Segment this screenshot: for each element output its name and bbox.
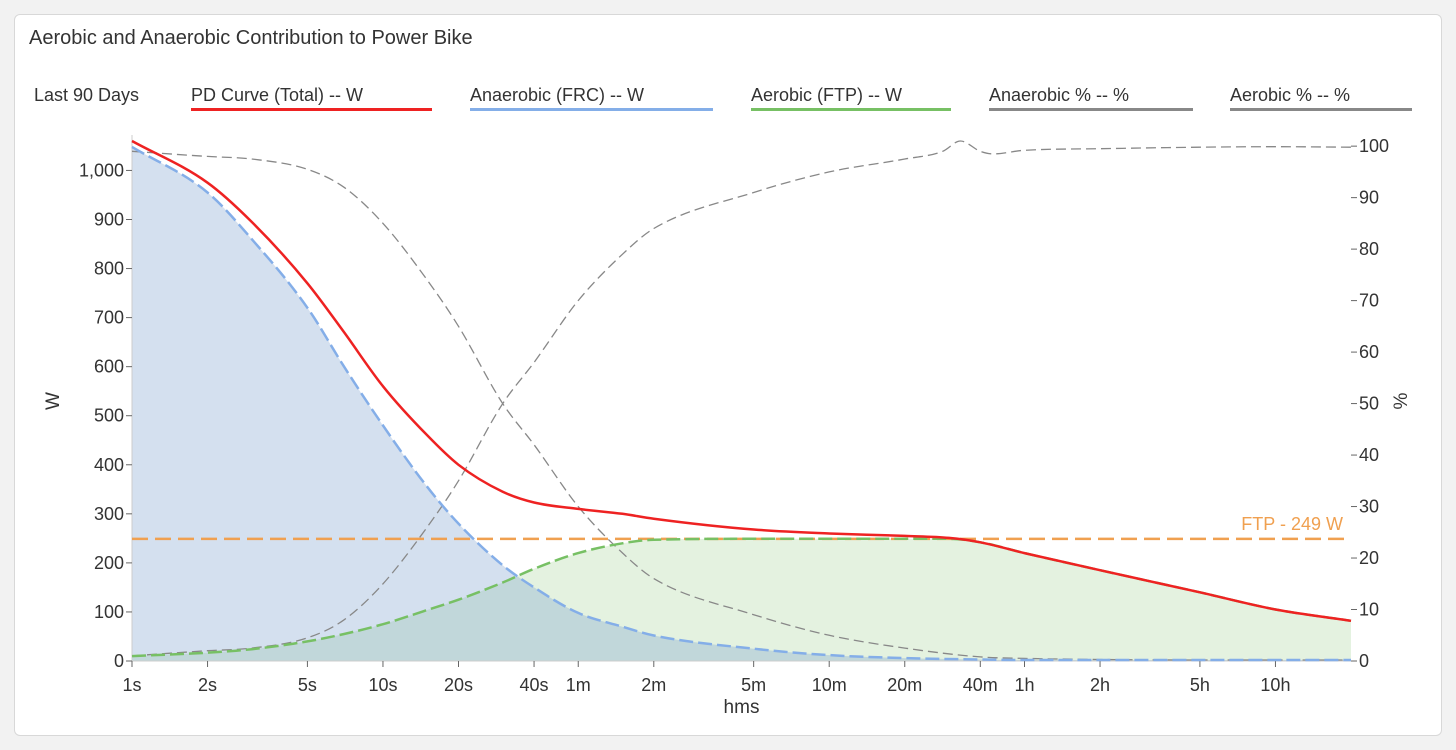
y2-tick-label: 20 bbox=[1359, 548, 1379, 568]
y-tick-label: 500 bbox=[94, 406, 124, 426]
y2-tick-label: 40 bbox=[1359, 445, 1379, 465]
y-tick-label: 400 bbox=[94, 455, 124, 475]
y2-axis-title: % bbox=[1391, 392, 1412, 409]
legend-swatch-aerobic-pct bbox=[1230, 108, 1412, 111]
y-tick-label: 0 bbox=[114, 651, 124, 671]
x-tick-label: 40s bbox=[520, 675, 549, 695]
x-tick-label: 10h bbox=[1260, 675, 1290, 695]
aerobic-area bbox=[132, 538, 1351, 661]
y-tick-label: 700 bbox=[94, 308, 124, 328]
x-axis-title: hms bbox=[724, 697, 760, 718]
y-tick-label: 1,000 bbox=[79, 160, 124, 180]
y-tick-label: 200 bbox=[94, 553, 124, 573]
y2-tick-label: 100 bbox=[1359, 136, 1389, 156]
x-tick-label: 5m bbox=[741, 675, 766, 695]
anaerobic-frc-line bbox=[131, 145, 1351, 662]
x-tick-label: 20m bbox=[887, 675, 922, 695]
date-range-label[interactable]: Last 90 Days bbox=[34, 85, 140, 105]
x-tick-label: 5h bbox=[1190, 675, 1210, 695]
legend-swatch-anaerobic bbox=[470, 108, 713, 111]
legend-swatch-pd-curve bbox=[191, 108, 432, 111]
power-contribution-chart[interactable]: 0 100 200 300 400 500 600 700 800 900 1,000 0 10 20 30… bbox=[15, 15, 1441, 735]
y2-tick-label: 70 bbox=[1359, 291, 1379, 311]
x-tick-label: 1s bbox=[122, 675, 141, 695]
chart-title: Aerobic and Anaerobic Contribution to Po… bbox=[29, 27, 473, 49]
ftp-label: FTP - 249 W bbox=[1241, 514, 1343, 534]
y-tick-label: 900 bbox=[94, 209, 124, 229]
pd-curve-line bbox=[131, 139, 1352, 623]
x-tick-label: 20s bbox=[444, 675, 473, 695]
x-tick-label: 10s bbox=[368, 675, 397, 695]
chart-panel: Aerobic and Anaerobic Contribution to Po… bbox=[14, 14, 1442, 736]
x-tick-label: 2s bbox=[198, 675, 217, 695]
x-tick-label: 2m bbox=[641, 675, 666, 695]
legend-label-aerobic: Aerobic (FTP) -- W bbox=[751, 85, 902, 105]
y-tick-label: 300 bbox=[94, 504, 124, 524]
x-tick-label: 1h bbox=[1014, 675, 1034, 695]
y2-tick-label: 0 bbox=[1359, 651, 1369, 671]
y-tick-label: 800 bbox=[94, 259, 124, 279]
x-tick-label: 10m bbox=[812, 675, 847, 695]
aerobic-pct-line bbox=[131, 140, 1352, 657]
legend-label-anaerobic: Anaerobic (FRC) -- W bbox=[470, 85, 645, 105]
anaerobic-pct-line bbox=[131, 150, 1351, 661]
legend-swatch-anaerobic-pct bbox=[989, 108, 1193, 111]
legend-label-anaerobic-pct: Anaerobic % -- % bbox=[989, 85, 1130, 105]
y2-tick-label: 50 bbox=[1359, 394, 1379, 414]
legend-item-anaerobic[interactable]: Anaerobic (FRC) -- W bbox=[470, 85, 713, 111]
y-tick-label: 600 bbox=[94, 357, 124, 377]
aerobic-ftp-line bbox=[131, 537, 1352, 658]
legend-item-aerobic-pct[interactable]: Aerobic % -- % bbox=[1230, 85, 1412, 111]
x-tick-label: 5s bbox=[298, 675, 317, 695]
legend-swatch-aerobic bbox=[751, 108, 951, 111]
legend-item-aerobic[interactable]: Aerobic (FTP) -- W bbox=[751, 85, 951, 111]
x-tick-label: 1m bbox=[566, 675, 591, 695]
y2-tick-label: 80 bbox=[1359, 239, 1379, 259]
y-axis-title: W bbox=[43, 392, 64, 410]
legend-item-pd-curve[interactable]: PD Curve (Total) -- W bbox=[191, 85, 432, 111]
y2-tick-label: 10 bbox=[1359, 600, 1379, 620]
y-tick-label: 100 bbox=[94, 602, 124, 622]
y2-tick-label: 90 bbox=[1359, 188, 1379, 208]
legend-item-anaerobic-pct[interactable]: Anaerobic % -- % bbox=[989, 85, 1193, 111]
x-tick-label: 40m bbox=[963, 675, 998, 695]
y2-tick-label: 60 bbox=[1359, 342, 1379, 362]
legend-label-aerobic-pct: Aerobic % -- % bbox=[1230, 85, 1351, 105]
legend-label-pd-curve: PD Curve (Total) -- W bbox=[191, 85, 364, 105]
y2-tick-label: 30 bbox=[1359, 497, 1379, 517]
x-tick-label: 2h bbox=[1090, 675, 1110, 695]
anaerobic-area bbox=[132, 146, 1351, 661]
